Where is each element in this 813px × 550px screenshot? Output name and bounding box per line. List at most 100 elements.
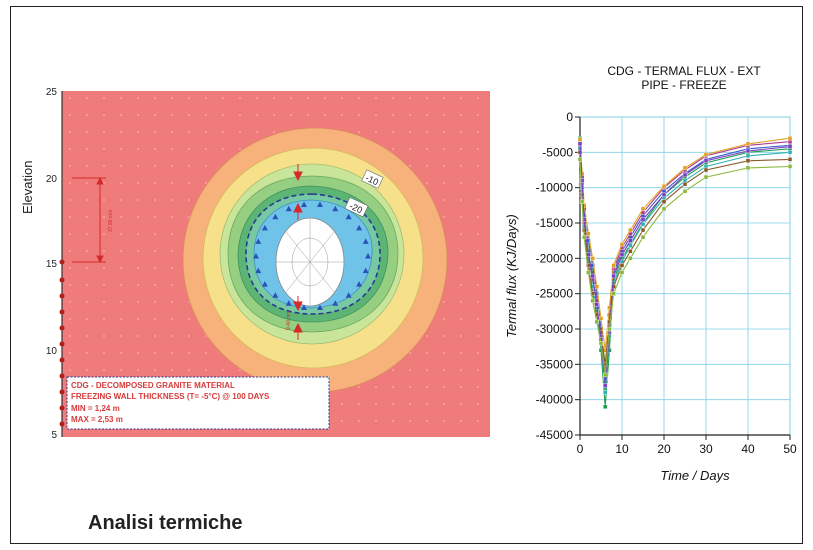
dimension-arrows <box>72 164 303 340</box>
info-line-4: MAX = 2,53 m <box>71 415 123 424</box>
series-point <box>787 135 793 141</box>
series-point <box>745 148 751 154</box>
chart-xlabel: Time / Days <box>660 468 730 483</box>
series-point <box>603 383 608 388</box>
ytick-25: 25 <box>46 87 58 98</box>
series-point <box>619 252 625 258</box>
series-point <box>577 137 583 142</box>
series-line-6 <box>579 143 791 386</box>
series-point <box>745 165 751 171</box>
series-point <box>579 199 585 205</box>
series-point <box>603 404 608 409</box>
dimension-label-2: 9.40 mm <box>286 311 292 330</box>
series-point <box>590 273 595 279</box>
y-tick-label: -40000 <box>536 393 574 407</box>
freeze-pipe-marker <box>365 253 371 259</box>
series-point <box>661 206 667 212</box>
series-point <box>787 144 793 149</box>
contour-label-20: -20 <box>344 197 369 218</box>
x-tick-label: 10 <box>615 442 629 456</box>
y-tick-label: -5000 <box>542 145 573 159</box>
freeze-pipe-marker <box>272 292 279 298</box>
series-point <box>586 231 591 236</box>
freeze-pipe-marker <box>362 238 369 244</box>
series-point <box>787 150 793 155</box>
series-point <box>594 284 599 289</box>
y-tick-label: -35000 <box>536 357 574 371</box>
series-point <box>640 234 646 240</box>
series-point <box>628 249 633 254</box>
info-line-1: CDG - DECOMPOSED GRANITE MATERIAL <box>71 381 235 390</box>
series-point <box>611 263 616 268</box>
series-point <box>787 157 793 162</box>
chart-title-line-1: CDG - TERMAL FLUX - EXT <box>607 64 761 78</box>
series-point <box>682 181 688 187</box>
freeze-pipe-marker <box>272 213 279 220</box>
freeze-pipe-marker <box>285 300 292 306</box>
freeze-pipe-marker <box>261 224 268 231</box>
series-point <box>628 238 633 243</box>
freeze-pipe-marker <box>332 205 339 212</box>
series-point <box>582 234 587 240</box>
chart-x-ticks: 0 10 20 30 40 50 <box>577 435 797 456</box>
series-point <box>586 270 591 275</box>
series-point <box>611 284 616 289</box>
chart-y-ticks: 0 -5000 -10000 -15000 -20000 -25000 -30000 -350… <box>536 110 580 442</box>
series-point <box>682 188 688 194</box>
series-point <box>594 312 599 318</box>
series-point <box>607 326 612 332</box>
freeze-pipe-marker <box>255 238 262 244</box>
contour-label-10: -10 <box>361 169 384 189</box>
info-box: CDG - DECOMPOSED GRANITE MATERIAL FREEZI… <box>66 376 330 430</box>
series-point <box>640 217 646 222</box>
chart-title-line-2: PIPE - FREEZE <box>641 78 726 92</box>
series-point <box>682 165 688 171</box>
info-line-2: FREEZING WALL THICKNESS (T= -5°C) @ 100 … <box>71 392 270 401</box>
elevation-ticks: 25 20 15 10 5 <box>46 87 58 441</box>
boundary-nodes <box>59 259 65 427</box>
ytick-20: 20 <box>46 174 58 185</box>
series-point <box>577 141 583 147</box>
series-point <box>590 291 595 296</box>
x-tick-label: 50 <box>783 442 797 456</box>
series-point <box>590 256 595 261</box>
y-tick-label: 0 <box>566 110 573 124</box>
ytick-10: 10 <box>46 346 58 357</box>
freeze-pipe-marker <box>356 281 363 287</box>
freeze-pipe-marker <box>255 267 262 274</box>
x-tick-label: 40 <box>741 442 755 456</box>
x-tick-label: 0 <box>577 442 584 456</box>
series-point <box>628 256 633 261</box>
freeze-pipe-marker <box>301 201 308 208</box>
series-point <box>607 319 612 325</box>
series-point <box>661 199 667 205</box>
info-line-3: MIN = 1,24 m <box>71 404 120 413</box>
series-point <box>703 152 709 157</box>
series-point <box>603 390 608 395</box>
footer-title: Analisi termiche <box>88 512 243 534</box>
series-point <box>745 141 751 147</box>
ytick-5: 5 <box>51 430 57 441</box>
series-line-7 <box>579 159 791 375</box>
series-point <box>594 302 599 307</box>
series-point <box>579 178 585 183</box>
freeze-pipe-marker <box>356 224 363 231</box>
series-point <box>598 316 604 321</box>
series-point <box>628 243 633 248</box>
series-point <box>703 167 709 173</box>
freeze-pipe-markers <box>253 201 371 310</box>
chart-ylabel: Termal flux (KJ/Days) <box>504 214 519 338</box>
ytick-15: 15 <box>46 259 58 270</box>
series-point <box>611 273 616 279</box>
series-point <box>682 172 688 178</box>
freeze-pipe-marker <box>253 253 259 259</box>
series-point <box>598 340 604 346</box>
freeze-pipe-marker <box>345 292 352 298</box>
series-point <box>640 227 646 233</box>
series-point <box>619 263 625 268</box>
series-point <box>703 158 709 164</box>
y-tick-label: -25000 <box>536 287 574 301</box>
series-point <box>577 157 583 162</box>
dimension-label-1: 37.99 mm <box>108 210 114 232</box>
